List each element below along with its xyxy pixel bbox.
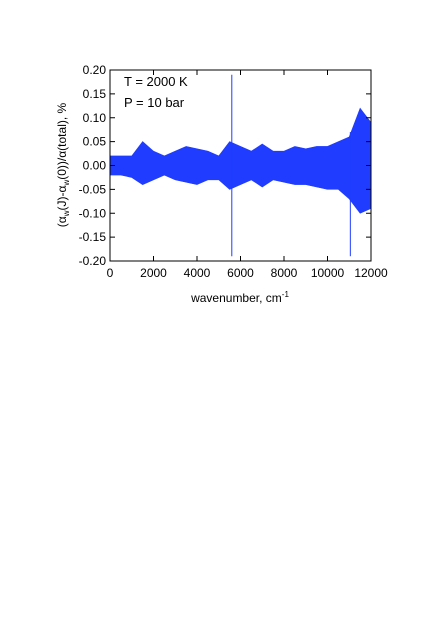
x-axis-label: wavenumber, cm-1 <box>190 290 289 305</box>
y-axis-label-part: (J)-α <box>55 185 69 210</box>
x-tick-label: 2000 <box>140 266 167 280</box>
x-tick-label: 12000 <box>354 266 388 280</box>
x-tick-label: 10000 <box>311 266 345 280</box>
x-tick-label: 4000 <box>184 266 211 280</box>
y-axis-label-part: (0))/α(total), % <box>55 102 69 179</box>
y-tick-label: 0.15 <box>83 87 107 101</box>
y-tick-label: 0.05 <box>83 135 107 149</box>
annotation: T = 2000 K <box>124 74 188 89</box>
y-tick-label: 0.10 <box>83 111 107 125</box>
y-axis-label: (αw(J)-αw(0))/α(total), % <box>55 102 71 227</box>
y-tick-label: -0.10 <box>79 206 107 220</box>
x-tick-label: 8000 <box>271 266 298 280</box>
x-axis-label-part: wavenumber, cm <box>190 291 282 305</box>
annotation: P = 10 bar <box>124 95 185 110</box>
y-axis-label-part: (α <box>55 216 69 227</box>
y-axis-label-sub: w <box>62 210 71 217</box>
signal-band <box>109 107 372 214</box>
y-tick-label: -0.20 <box>79 254 107 268</box>
y-tick-label: 0.00 <box>83 159 107 173</box>
y-tick-label: -0.05 <box>79 182 107 196</box>
y-tick-label: 0.20 <box>83 63 107 77</box>
y-axis-label-sub: w <box>62 180 71 187</box>
y-tick-label: -0.15 <box>79 230 107 244</box>
x-tick-label: 0 <box>107 266 114 280</box>
x-axis-label-sup: -1 <box>282 290 290 299</box>
x-tick-label: 6000 <box>227 266 254 280</box>
